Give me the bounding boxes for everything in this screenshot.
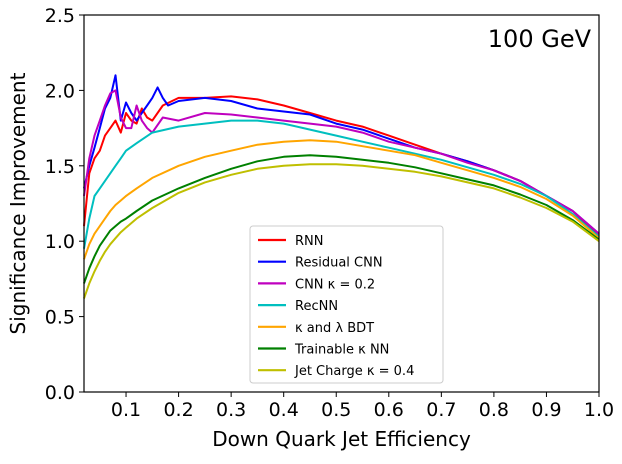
x-tick-label: 0.7 [426,399,456,421]
x-tick-label: 0.1 [111,399,141,421]
y-tick-label: 0.0 [45,382,75,404]
series-line-2 [83,89,600,235]
legend-label-6: Jet Charge κ = 0.4 [294,364,414,379]
x-tick-label: 0.6 [374,399,404,421]
series-line-3 [83,119,600,249]
x-tick-label: 1.0 [584,399,614,421]
x-axis-title: Down Quark Jet Efficiency [212,427,471,451]
y-tick-label: 1.0 [45,231,75,253]
y-tick-label: 2.5 [45,5,75,27]
series-line-6 [83,163,600,299]
legend-label-3: RecNN [295,299,338,314]
y-tick-label: 1.5 [45,156,75,178]
plot-frame [83,14,600,393]
legend: RNN Residual CNN CNN κ = 0.2 RecNN κ and λ B… [249,225,444,384]
x-tick-label: 0.9 [531,399,561,421]
x-tick-label: 0.2 [163,399,193,421]
ticks-layer: 0.1 0.2 0.3 0.4 0.5 0.6 0.7 0.8 0.9 1.0 0.0 0.5 1.0 1… [45,5,614,421]
y-tick-label: 0.5 [45,307,75,329]
legend-label-5: Trainable κ NN [294,343,389,358]
y-tick-label: 2.0 [45,80,75,102]
x-tick-label: 0.8 [479,399,509,421]
legend-label-0: RNN [295,234,323,249]
x-tick-label: 0.5 [321,399,351,421]
legend-frame [249,225,444,384]
x-tick-label: 0.4 [269,399,299,421]
chart-annotation: 100 GeV [488,25,592,53]
legend-label-2: CNN κ = 0.2 [295,277,375,292]
legend-label-4: κ and λ BDT [295,321,374,336]
series-line-5 [83,154,600,284]
legend-label-1: Residual CNN [295,256,383,271]
series-layer [83,74,600,299]
y-axis-title: Significance Improvement [6,72,30,334]
series-line-4 [83,139,600,260]
x-tick-label: 0.3 [216,399,246,421]
